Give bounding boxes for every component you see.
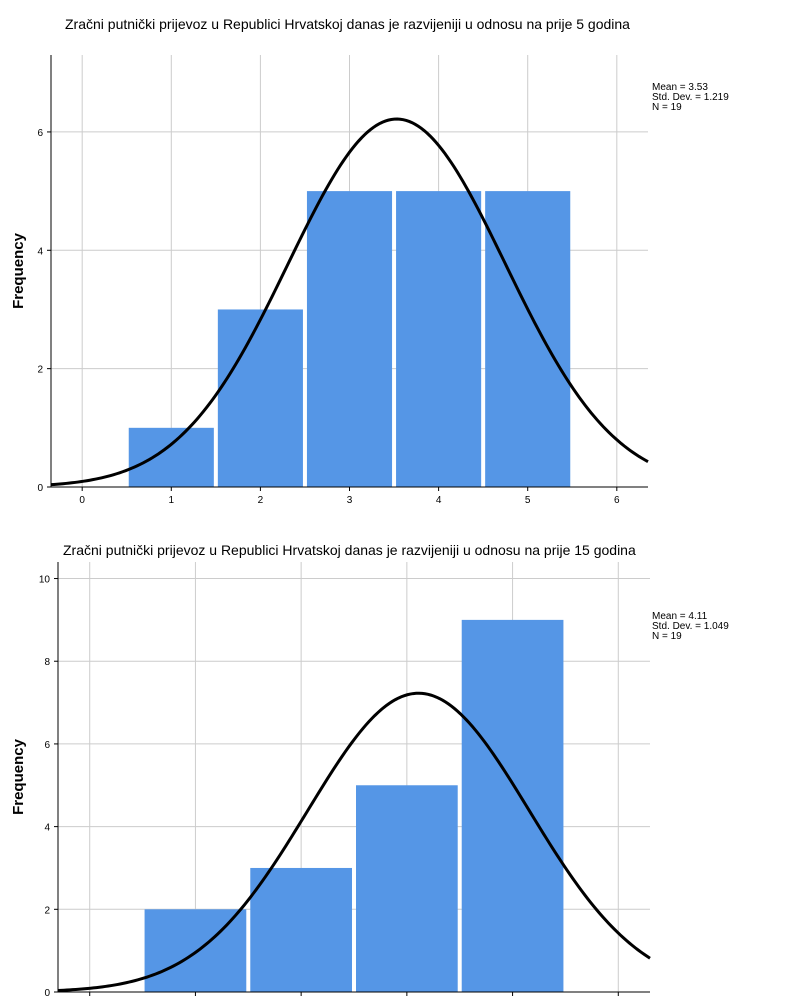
y-tick-label: 6: [37, 128, 43, 139]
y-tick-label: 6: [44, 740, 50, 751]
y-axis-title: Frequency: [10, 232, 27, 309]
stats-legend: Mean = 4.11 Std. Dev. = 1.049 N = 19: [652, 612, 729, 642]
histogram-bar: [485, 191, 571, 487]
y-tick-label: 0: [37, 483, 43, 494]
histogram-bar: [356, 785, 458, 992]
histogram-chart-1: Zračni putnički prijevoz u Republici Hrv…: [10, 16, 729, 506]
y-tick-label: 4: [44, 823, 50, 834]
stat-std-dev: Std. Dev. = 1.049: [652, 621, 729, 632]
normal-curve: [57, 691, 651, 992]
histogram-bar: [461, 619, 564, 992]
stat-std-dev: Std. Dev. = 1.219: [652, 92, 729, 103]
x-tick-label: 4: [436, 495, 442, 506]
stat-mean: Mean = 4.11: [652, 611, 708, 622]
x-tick-label: 2: [258, 495, 264, 506]
stat-n: N = 19: [652, 631, 682, 642]
normal-curve: [50, 117, 649, 487]
histogram-bar: [217, 309, 303, 487]
histogram-bar: [306, 191, 393, 487]
chart-title: Zračni putnički prijevoz u Republici Hrv…: [63, 542, 636, 558]
histogram-chart-2: Zračni putnički prijevoz u Republici Hrv…: [0, 530, 787, 998]
y-tick-label: 10: [39, 575, 51, 586]
histogram-bar: [128, 427, 214, 487]
histogram-bar: [396, 191, 482, 487]
stat-mean: Mean = 3.53: [652, 82, 708, 93]
stat-n: N = 19: [652, 102, 682, 113]
histogram-plot: 1234560246810Frequency: [10, 562, 651, 998]
y-tick-label: 0: [44, 988, 50, 998]
chart-title: Zračni putnički prijevoz u Republici Hrv…: [65, 16, 630, 32]
x-tick-label: 3: [347, 495, 353, 506]
y-tick-label: 8: [44, 657, 50, 668]
histogram-plot: 0 1 2 3 4 5 6 0 2 4 6 Frequency: [10, 55, 649, 506]
x-tick-label: 5: [525, 495, 531, 506]
y-tick-label: 2: [37, 365, 43, 376]
y-axis-title: Frequency: [10, 738, 27, 815]
y-tick-label: 2: [44, 905, 50, 916]
stats-legend: Mean = 3.53 Std. Dev. = 1.219 N = 19: [652, 83, 729, 113]
x-tick-label: 0: [79, 495, 85, 506]
x-tick-label: 1: [169, 495, 175, 506]
y-tick-label: 4: [37, 246, 43, 257]
histogram-bar: [250, 867, 352, 992]
x-tick-label: 6: [614, 495, 620, 506]
